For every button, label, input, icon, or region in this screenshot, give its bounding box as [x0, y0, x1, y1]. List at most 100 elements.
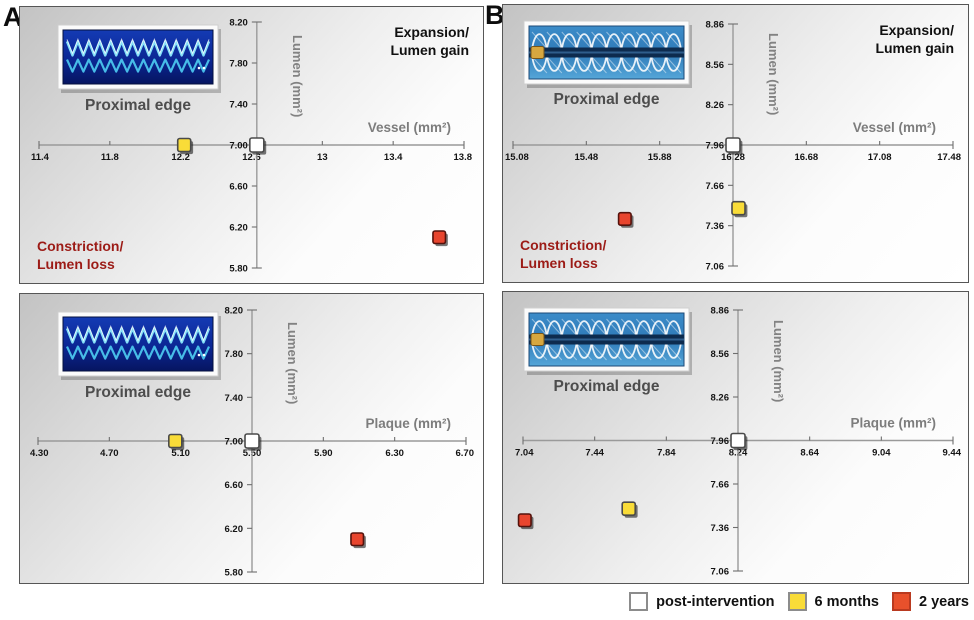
legend-label-2-years: 2 years [919, 593, 969, 610]
y-tick-label: 6.20 [225, 524, 244, 535]
marker-post-intervention [244, 433, 262, 451]
marker-6-months [731, 200, 748, 218]
panel-label-b: B [485, 0, 504, 30]
x-tick-label: 5.90 [314, 448, 333, 459]
y-axis-title: Lumen (mm²) [766, 33, 781, 115]
annotation-expansion: Expansion/Lumen gain [875, 22, 954, 56]
x-axis-title: Vessel (mm²) [853, 120, 936, 135]
y-tick-label: 6.60 [225, 480, 244, 491]
legend-label-6-months: 6 months [814, 593, 879, 610]
x-tick-label: 9.44 [943, 448, 962, 459]
y-tick-label: 7.66 [711, 480, 730, 491]
marker-2-years [617, 211, 634, 228]
x-tick-label: 17.48 [937, 152, 961, 163]
y-tick-label: 6.60 [229, 182, 248, 193]
chart-a-plaque-lumen: Proximal edge4.304.705.105.505.906.306.7… [19, 293, 484, 584]
x-tick-label: 15.08 [505, 152, 529, 163]
marker-post-intervention [725, 137, 743, 155]
stent-image: Proximal edge [57, 24, 221, 114]
svg-text:Lumen loss: Lumen loss [520, 255, 598, 271]
y-tick-label: 5.80 [229, 264, 248, 275]
legend-swatch-2-years [892, 592, 911, 611]
x-tick-label: 7.44 [585, 448, 604, 459]
annotation-constriction: Constriction/Lumen loss [520, 237, 606, 271]
y-tick-label: 7.96 [711, 436, 730, 447]
y-tick-label: 7.00 [229, 141, 248, 152]
y-tick-label: 8.56 [711, 349, 730, 360]
y-tick-label: 5.80 [225, 568, 244, 579]
marker-post-intervention [249, 137, 267, 155]
legend-item-post-intervention: post-intervention [629, 592, 775, 611]
x-tick-label: 15.48 [574, 152, 598, 163]
x-tick-label: 13.4 [384, 152, 403, 163]
stent-image: Proximal edge [523, 307, 692, 395]
annotation-expansion: Expansion/Lumen gain [390, 24, 469, 58]
y-tick-label: 8.20 [225, 306, 244, 317]
x-tick-label: 12.2 [171, 152, 190, 163]
svg-text:Lumen gain: Lumen gain [875, 40, 954, 56]
svg-text:Expansion/: Expansion/ [394, 24, 469, 40]
y-tick-label: 7.36 [711, 523, 730, 534]
x-tick-label: 5.10 [171, 448, 190, 459]
inset-caption: Proximal edge [85, 97, 191, 114]
y-tick-label: 7.06 [711, 567, 730, 578]
x-tick-label: 11.8 [101, 152, 119, 163]
y-axis-title: Lumen (mm²) [771, 320, 786, 402]
legend-item-2-years: 2 years [892, 592, 969, 611]
x-tick-label: 6.70 [456, 448, 475, 459]
svg-text:Constriction/: Constriction/ [37, 238, 123, 254]
y-tick-label: 8.86 [711, 306, 730, 317]
y-axis-title: Lumen (mm²) [290, 35, 305, 117]
svg-text:Expansion/: Expansion/ [879, 22, 954, 38]
y-tick-label: 7.00 [225, 437, 244, 448]
y-tick-label: 8.86 [706, 20, 725, 31]
x-tick-label: 7.04 [515, 448, 534, 459]
stent-image: Proximal edge [57, 311, 221, 401]
y-tick-label: 8.26 [711, 393, 730, 404]
marker-6-months [176, 137, 194, 155]
x-tick-label: 4.30 [30, 448, 49, 459]
y-tick-label: 8.20 [229, 18, 248, 29]
x-tick-label: 4.70 [100, 448, 119, 459]
svg-text:Lumen loss: Lumen loss [37, 256, 115, 272]
marker-6-months [621, 501, 638, 518]
legend-swatch-6-months [787, 592, 807, 611]
legend-item-6-months: 6 months [787, 592, 879, 611]
legend-swatch-post-intervention [629, 592, 649, 611]
x-tick-label: 17.08 [868, 152, 892, 163]
y-axis-title: Lumen (mm²) [285, 322, 300, 404]
inset-caption: Proximal edge [554, 378, 660, 395]
chart-a-vessel-lumen: Proximal edge 11.4 11.8 12.2 12.6 13 13.4 13.8 8… [19, 6, 484, 284]
y-tick-label: 7.96 [706, 141, 725, 152]
marker-post-intervention [730, 432, 748, 451]
svg-text:Lumen gain: Lumen gain [390, 42, 469, 58]
inset-caption: Proximal edge [554, 91, 660, 108]
y-axis: 8.86 8.56 8.26 7.96 7.66 7.36 7.06 [706, 20, 738, 273]
inset-caption: Proximal edge [85, 384, 191, 401]
y-tick-label: 8.26 [706, 100, 725, 111]
x-tick-label: 8.64 [800, 448, 819, 459]
legend: post-intervention 6 months 2 years [629, 592, 969, 611]
x-tick-label: 13 [317, 152, 328, 163]
y-tick-label: 7.06 [706, 262, 725, 273]
legend-label-post-intervention: post-intervention [656, 593, 775, 610]
x-tick-label: 12.6 [242, 152, 261, 163]
y-tick-label: 6.20 [229, 223, 248, 234]
x-tick-label: 15.88 [648, 152, 672, 163]
y-tick-label: 7.40 [225, 393, 244, 404]
x-tick-label: 11.4 [31, 152, 50, 163]
x-tick-label: 13.8 [454, 152, 473, 163]
y-tick-label: 7.80 [229, 59, 248, 70]
marker-6-months [168, 433, 185, 451]
chart-b-plaque-lumen: Proximal edge7.047.447.848.248.649.049.4… [502, 291, 969, 584]
panel-label-a: A [3, 2, 22, 32]
x-tick-label: 16.68 [794, 152, 818, 163]
y-tick-label: 7.66 [706, 181, 725, 192]
y-tick-label: 7.36 [706, 221, 725, 232]
y-tick-label: 7.80 [225, 349, 244, 360]
svg-text:Constriction/: Constriction/ [520, 237, 606, 253]
chart-b-vessel-lumen: Proximal edge15.0815.4815.8816.2816.6817… [502, 4, 969, 283]
y-axis: 8.20 7.80 7.40 7.00 6.60 6.20 5.80 [229, 18, 262, 275]
y-tick-label: 8.56 [706, 60, 725, 71]
